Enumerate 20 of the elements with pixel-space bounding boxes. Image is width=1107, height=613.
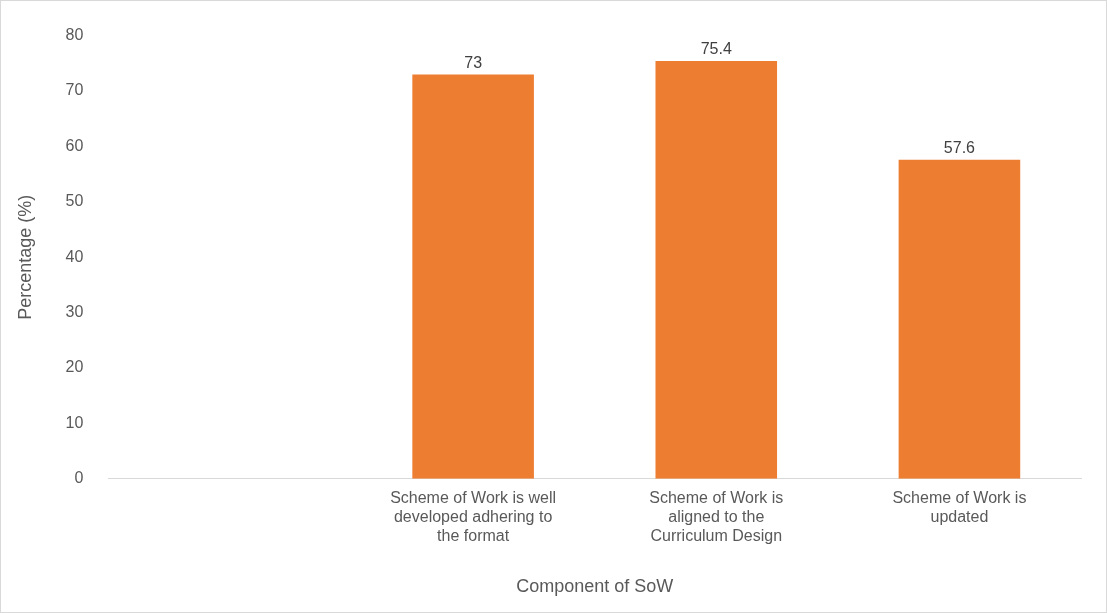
y-tick-label: 0 <box>74 469 84 487</box>
y-tick-label: 20 <box>65 358 84 376</box>
bar <box>898 159 1021 479</box>
y-tick-label: 60 <box>65 136 84 154</box>
data-label: 73 <box>464 53 483 71</box>
x-axis-title: Component of SoW <box>516 576 674 597</box>
x-tick-label: Scheme of Work is aligned to the Curriculum Design <box>649 488 784 545</box>
y-tick-label: 30 <box>65 303 84 321</box>
x-tick-label: Scheme of Work is updated <box>892 488 1027 526</box>
x-tick-label: Scheme of Work is well developed adhering to the format <box>390 488 557 545</box>
y-axis-title: Percentage (%) <box>14 194 35 320</box>
bar <box>412 74 534 479</box>
y-tick-label: 70 <box>65 81 84 99</box>
data-label: 75.4 <box>700 40 732 58</box>
y-tick-label: 10 <box>65 413 84 431</box>
y-tick-label: 50 <box>65 192 84 210</box>
y-tick-label: 80 <box>65 26 84 44</box>
data-label: 57.6 <box>943 139 976 157</box>
y-tick-label: 40 <box>65 247 84 265</box>
bar <box>655 61 778 479</box>
